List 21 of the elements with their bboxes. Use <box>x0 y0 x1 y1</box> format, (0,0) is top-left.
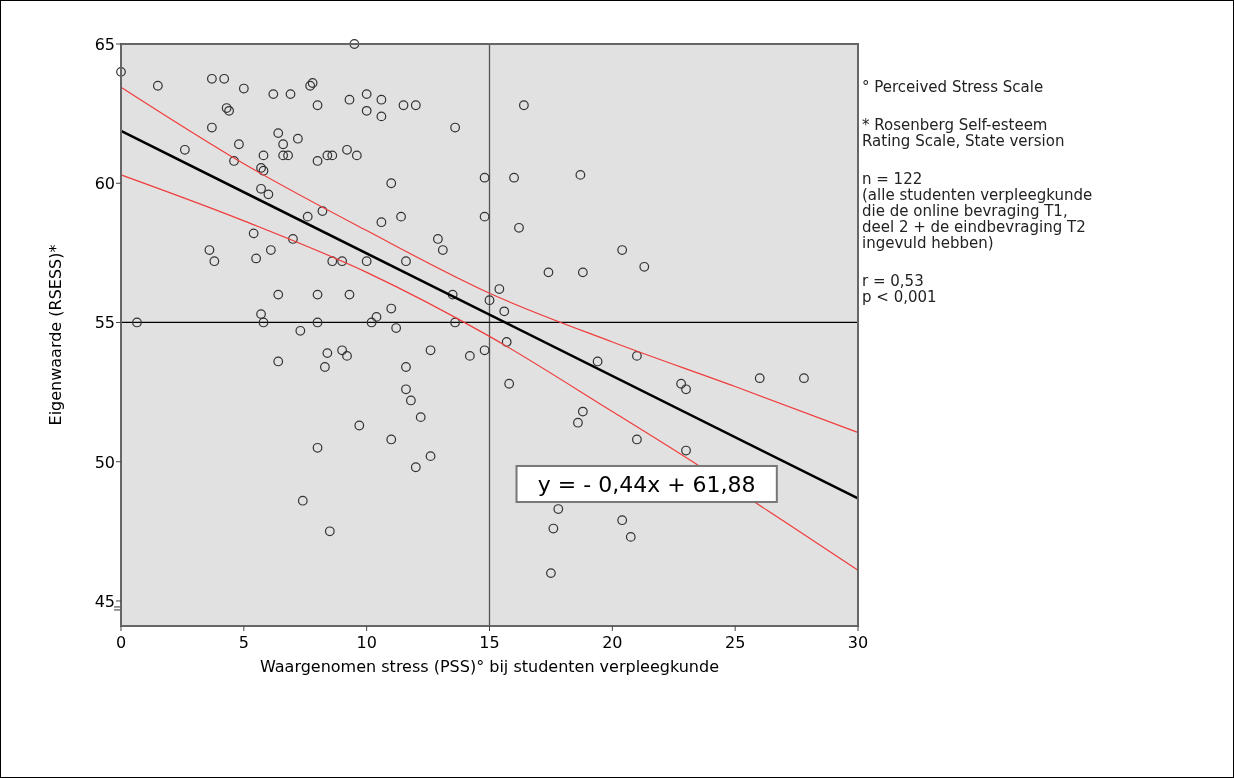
x-tick-label: 30 <box>847 633 869 652</box>
text: r = 0,53 p < 0,001 <box>862 272 937 306</box>
y-tick-label: 65 <box>94 35 115 54</box>
y-tick-label: 60 <box>94 174 115 194</box>
text: n = 122 (alle studenten verpleegkunde die de online bevraging T1, deel 2 + de eindbevraging T2 ingevuld hebben) <box>862 170 1093 252</box>
x-tick-label: 10 <box>356 633 377 652</box>
text: ° Perceived Stress Scale <box>862 78 1044 96</box>
text: * Rosenberg Self-esteem Rating Scale, State version <box>862 116 1065 150</box>
y-tick-label: 50 <box>94 452 115 472</box>
x-tick-label: 15 <box>479 633 500 652</box>
x-tick-label: 25 <box>724 633 746 652</box>
y-tick-label: 55 <box>94 313 115 333</box>
y-axis-title: Eigenwaarde (RSESS)* <box>46 244 65 426</box>
annotation: y = - 0,44x + 61,88 <box>537 471 756 497</box>
line-series <box>120 86 859 434</box>
x-tick-label: 5 <box>238 633 249 652</box>
y-tick-label: 45 <box>94 591 115 611</box>
x-tick-label: 20 <box>602 633 623 652</box>
x-tick-label: 0 <box>115 633 127 652</box>
line-series <box>120 174 859 571</box>
x-axis-title: Waargenomen stress (PSS)° bij studenten verpleegkunde <box>259 657 720 676</box>
